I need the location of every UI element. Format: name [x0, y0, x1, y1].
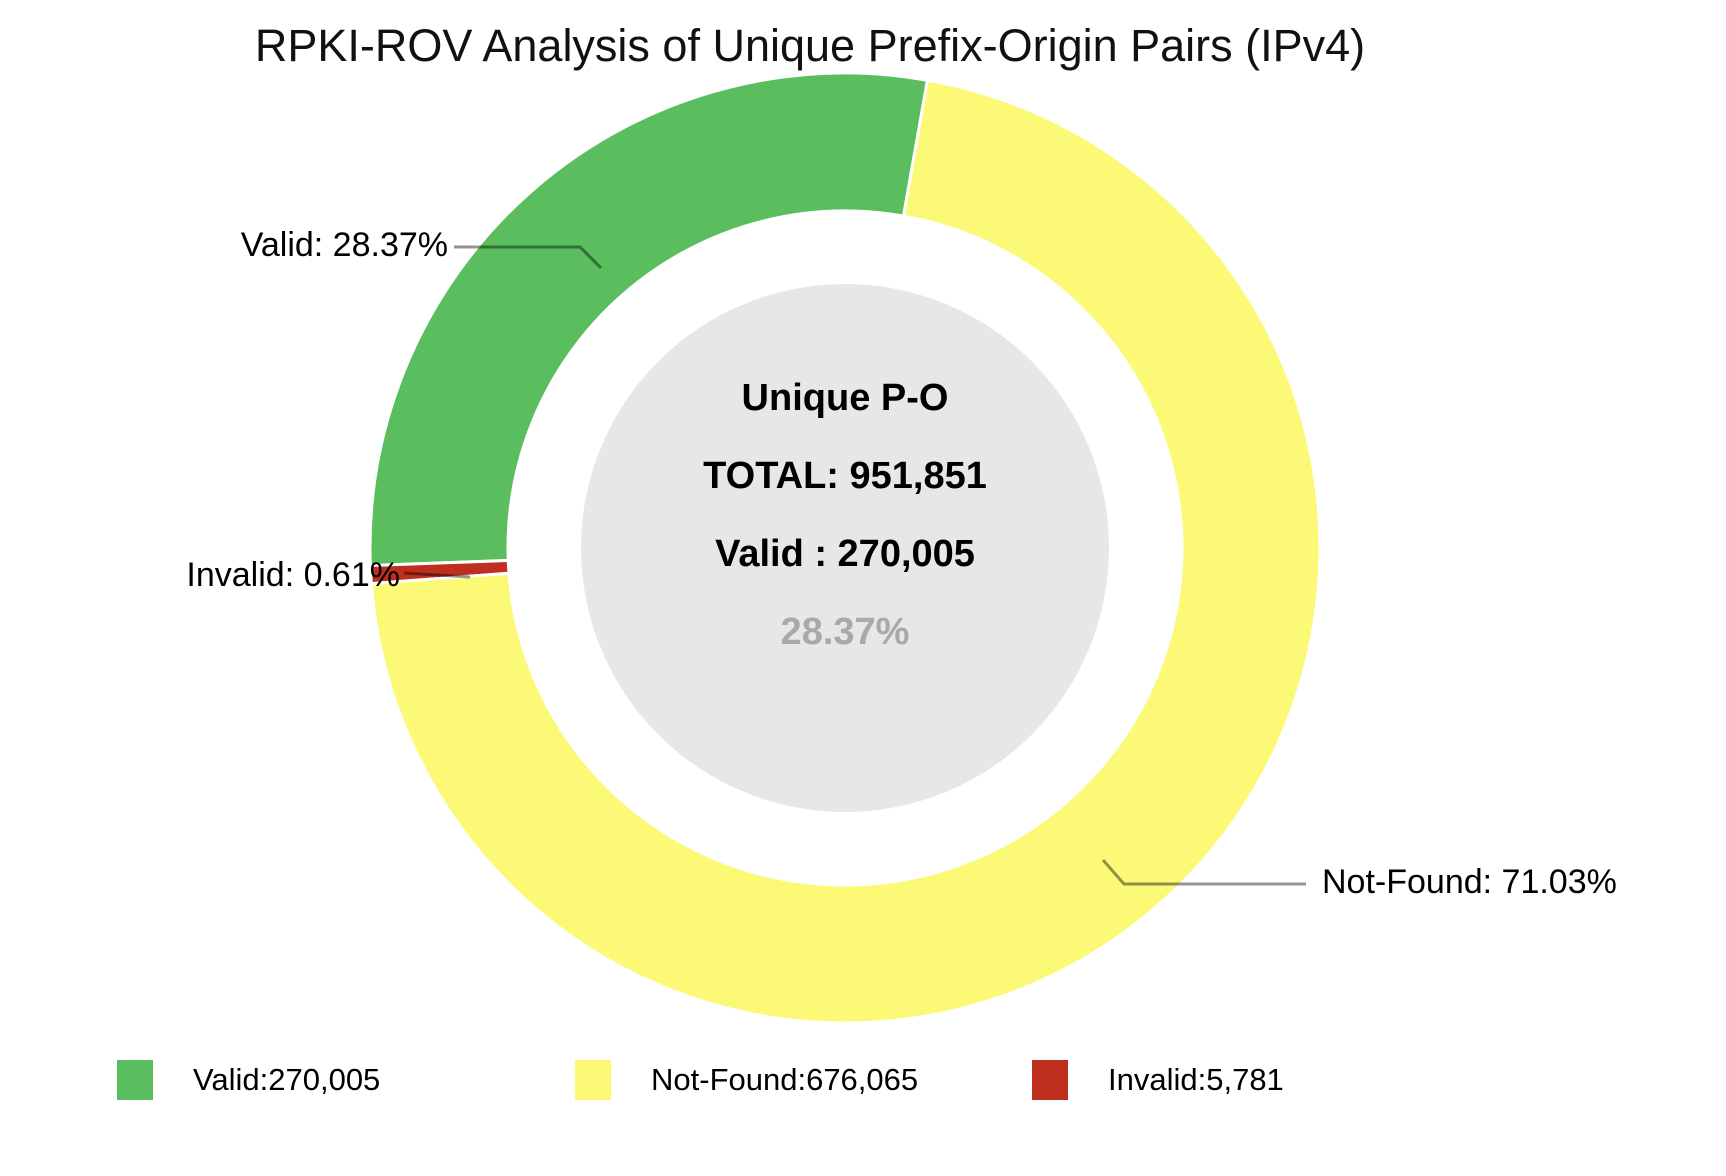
callout-invalid-label: Invalid: 0.61%: [186, 556, 400, 594]
legend-item-not-found[interactable]: Not-Found:676,065: [575, 1060, 918, 1100]
donut-center-disc: [581, 284, 1109, 812]
center-line-percent: 28.37%: [780, 611, 910, 653]
legend-swatch-valid: [117, 1060, 153, 1100]
legend-swatch-invalid: [1032, 1060, 1068, 1100]
center-line-title: Unique P-O: [741, 377, 949, 419]
legend-label-invalid: Invalid:5,781: [1108, 1062, 1284, 1097]
legend-label-not-found: Not-Found:676,065: [651, 1062, 919, 1097]
donut-slices: [368, 71, 1322, 1025]
leader-line-invalid: [403, 571, 471, 579]
leader-lines: [403, 245, 1306, 886]
slice-valid[interactable]: [368, 71, 930, 568]
center-label: Unique P-O TOTAL: 951,851 Valid : 270,00…: [703, 376, 987, 655]
center-line-valid-count: Valid : 270,005: [715, 533, 975, 575]
callout-not-found-label: Not-Found: 71.03%: [1322, 863, 1617, 901]
center-line-total: TOTAL: 951,851: [703, 455, 987, 497]
legend: Valid:270,005 Not-Found:676,065 Invalid:…: [0, 1060, 1726, 1110]
slice-not-found[interactable]: [369, 78, 1322, 1025]
callout-valid-label: Valid: 28.37%: [240, 226, 448, 264]
legend-item-invalid[interactable]: Invalid:5,781: [1032, 1060, 1284, 1100]
legend-label-valid: Valid:270,005: [193, 1062, 381, 1097]
leader-line-not-found: [1101, 859, 1306, 886]
chart-title: RPKI-ROV Analysis of Unique Prefix-Origi…: [254, 20, 1366, 71]
leader-line-valid: [454, 245, 603, 270]
legend-item-valid[interactable]: Valid:270,005: [117, 1060, 380, 1100]
legend-swatch-not-found: [575, 1060, 611, 1100]
